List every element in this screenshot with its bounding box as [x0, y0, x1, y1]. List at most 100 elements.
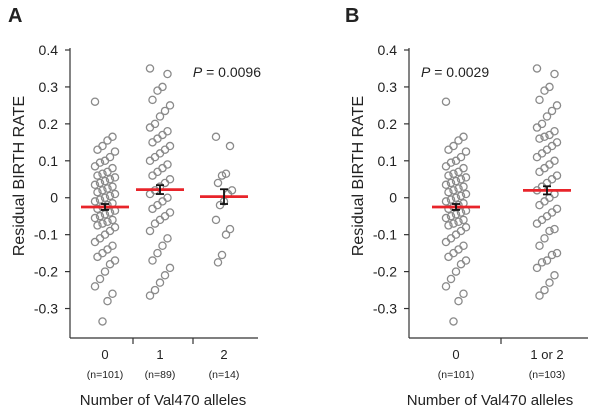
data-point — [105, 191, 115, 201]
data-point — [446, 234, 456, 243]
data-point — [461, 256, 471, 265]
data-point — [165, 101, 175, 110]
data-point — [454, 200, 463, 210]
data-point — [547, 250, 557, 260]
data-point — [148, 138, 157, 147]
data-point — [532, 123, 542, 132]
data-point — [456, 208, 466, 217]
data-point — [542, 256, 552, 265]
data-point — [150, 119, 160, 129]
data-point — [105, 226, 115, 236]
data-point — [145, 123, 155, 132]
data-point — [459, 241, 468, 250]
panel-b-p-value: P = 0.0029 — [421, 64, 489, 80]
data-point — [98, 169, 107, 178]
data-point — [153, 200, 162, 210]
data-point — [537, 215, 547, 225]
panel-a-y-tick-label: 0.4 — [39, 42, 59, 58]
data-point — [110, 173, 120, 182]
data-point — [165, 263, 175, 273]
data-point — [93, 187, 102, 197]
data-point — [552, 138, 562, 147]
data-point — [153, 167, 162, 177]
data-point — [545, 278, 554, 287]
data-point — [550, 271, 559, 280]
data-point — [155, 278, 165, 287]
data-point — [103, 136, 112, 145]
data-point — [540, 285, 549, 295]
data-point — [547, 141, 557, 151]
data-point — [542, 211, 552, 221]
data-point — [454, 245, 463, 254]
data-point — [547, 106, 557, 116]
data-point — [449, 141, 458, 151]
data-point — [550, 224, 559, 234]
data-point — [163, 127, 172, 136]
panel-a-plot-area — [69, 48, 258, 344]
data-point — [221, 230, 231, 239]
data-point — [158, 130, 167, 140]
data-point — [441, 180, 451, 190]
data-point — [545, 226, 554, 236]
data-point — [160, 211, 170, 221]
data-point — [532, 219, 542, 228]
data-point — [441, 197, 451, 206]
panel-b-p-label: P — [421, 64, 431, 80]
data-point — [153, 86, 162, 95]
data-point — [461, 223, 471, 232]
data-point — [105, 208, 115, 217]
data-point — [150, 219, 160, 228]
data-point — [108, 215, 117, 225]
data-point — [441, 237, 451, 247]
data-point — [145, 64, 155, 73]
panel-a-y-axis-label: Residual BIRTH RATE — [11, 96, 28, 256]
data-point — [213, 178, 223, 188]
panel-b-n-label: (n=101) — [438, 369, 474, 381]
data-point — [451, 267, 461, 276]
data-point — [145, 291, 155, 300]
data-point — [550, 156, 559, 166]
data-point — [163, 69, 172, 79]
panel-a-y-tick-label: -0.2 — [34, 264, 58, 280]
panel-b-y-tick-label: -0.1 — [373, 227, 397, 243]
data-point — [211, 132, 221, 142]
data-point — [90, 213, 100, 223]
panel-a-x-tick-label: 0 — [101, 347, 108, 362]
panel-a-y-tick-label: 0.2 — [39, 116, 59, 132]
data-point — [449, 186, 458, 195]
panel-a-n-label: (n=89) — [145, 369, 176, 381]
data-point — [160, 271, 170, 280]
panel-a-label: A — [8, 5, 22, 27]
data-point — [461, 189, 471, 199]
data-point — [552, 171, 562, 180]
data-point — [95, 195, 105, 204]
panel-b-y-tick-label: 0.1 — [378, 153, 398, 169]
data-point — [145, 189, 155, 199]
data-point — [108, 241, 117, 250]
data-point — [90, 282, 100, 291]
data-point — [444, 171, 453, 180]
data-point — [459, 289, 468, 299]
data-point — [225, 224, 235, 234]
data-point — [537, 149, 547, 158]
data-point — [105, 175, 115, 184]
data-point — [163, 234, 172, 243]
data-point — [449, 248, 458, 258]
panel-a-p-value: P = 0.0096 — [193, 64, 261, 80]
data-point — [444, 187, 453, 197]
data-point — [93, 204, 102, 214]
data-point — [454, 184, 463, 193]
panel-b-y-tick-label: 0.4 — [378, 42, 398, 58]
data-point — [446, 195, 456, 204]
data-point — [446, 178, 456, 188]
data-point — [95, 274, 105, 284]
data-point — [100, 267, 110, 276]
data-point — [456, 226, 466, 236]
data-point — [145, 226, 155, 236]
data-point — [454, 217, 463, 226]
data-point — [103, 200, 112, 210]
data-point — [108, 163, 117, 173]
panel-b: B Residual BIRTH RATE 0.4 0.3 0.2 0.1 0 -0.1 -… — [345, 5, 588, 409]
panel-a-x-axis-label: Number of Val470 alleles — [80, 392, 246, 409]
